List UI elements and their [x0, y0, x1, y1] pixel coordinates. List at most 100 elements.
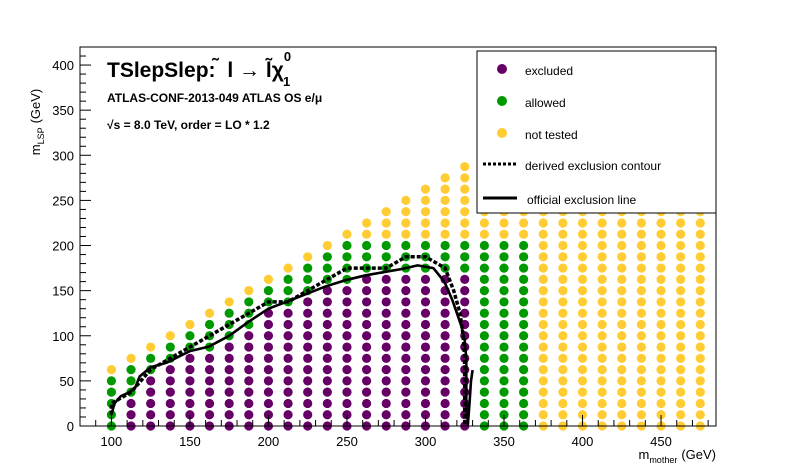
marker-not-tested	[636, 274, 647, 284]
marker-allowed	[499, 319, 509, 330]
marker-excluded	[224, 353, 234, 363]
marker-excluded	[381, 353, 391, 363]
marker-allowed	[499, 353, 509, 363]
marker-not-tested	[577, 286, 588, 296]
marker-excluded	[401, 308, 411, 318]
marker-not-tested	[538, 342, 548, 352]
marker-allowed	[361, 252, 372, 262]
marker-not-tested	[656, 229, 666, 239]
marker-not-tested	[538, 263, 548, 273]
marker-not-tested	[558, 319, 568, 330]
marker-not-tested	[538, 286, 548, 296]
marker-not-tested	[695, 218, 705, 228]
marker-not-tested	[636, 286, 647, 296]
marker-allowed	[244, 297, 254, 307]
marker-not-tested	[676, 297, 686, 307]
marker-not-tested	[617, 240, 627, 251]
marker-not-tested	[577, 263, 588, 273]
marker-not-tested	[283, 263, 293, 273]
marker-excluded	[283, 410, 293, 420]
marker-not-tested	[401, 229, 411, 239]
marker-allowed	[126, 365, 136, 375]
marker-not-tested	[361, 218, 372, 228]
marker-excluded	[204, 387, 215, 397]
marker-excluded	[440, 365, 450, 375]
marker-not-tested	[656, 218, 666, 228]
marker-not-tested	[656, 410, 666, 420]
marker-not-tested	[676, 229, 686, 239]
marker-not-tested	[656, 319, 666, 330]
marker-allowed	[499, 410, 509, 420]
legend-marker-allowed	[497, 96, 507, 106]
marker-excluded	[244, 365, 254, 375]
marker-allowed	[460, 263, 470, 273]
marker-excluded	[361, 308, 372, 318]
marker-not-tested	[656, 263, 666, 273]
marker-not-tested	[676, 286, 686, 296]
marker-not-tested	[695, 229, 705, 239]
marker-excluded	[244, 387, 254, 397]
marker-not-tested	[165, 331, 175, 341]
marker-excluded	[303, 398, 313, 409]
x-tick-label: 150	[179, 434, 201, 449]
marker-not-tested	[695, 274, 705, 284]
marker-not-tested	[676, 240, 686, 251]
marker-not-tested	[577, 218, 588, 228]
marker-excluded	[322, 331, 332, 341]
marker-not-tested	[106, 365, 117, 375]
marker-excluded	[263, 342, 274, 352]
marker-allowed	[381, 252, 391, 262]
marker-not-tested	[460, 173, 470, 183]
marker-not-tested	[636, 218, 647, 228]
marker-not-tested	[244, 286, 254, 296]
marker-allowed	[303, 263, 313, 273]
marker-excluded	[440, 331, 450, 341]
marker-not-tested	[597, 353, 607, 363]
x-axis-title-unit: (GeV)	[681, 447, 716, 462]
marker-not-tested	[381, 218, 391, 228]
marker-not-tested	[597, 365, 607, 375]
marker-not-tested	[577, 240, 588, 251]
marker-not-tested	[420, 195, 431, 206]
marker-excluded	[381, 319, 391, 330]
marker-not-tested	[558, 398, 568, 409]
marker-not-tested	[617, 218, 627, 228]
plot-title-sup: 0	[284, 49, 291, 64]
marker-excluded	[361, 274, 372, 284]
marker-not-tested	[636, 365, 647, 375]
marker-excluded	[381, 410, 391, 420]
marker-not-tested	[558, 218, 568, 228]
marker-excluded	[185, 410, 195, 420]
marker-not-tested	[538, 240, 548, 251]
x-tick-label: 250	[336, 434, 358, 449]
marker-not-tested	[577, 252, 588, 262]
marker-excluded	[263, 365, 274, 375]
marker-not-tested	[401, 218, 411, 228]
x-tick-label: 100	[101, 434, 123, 449]
marker-allowed	[440, 240, 450, 251]
marker-allowed	[519, 365, 529, 375]
marker-not-tested	[420, 184, 431, 194]
marker-excluded	[420, 319, 431, 330]
marker-not-tested	[479, 229, 489, 239]
marker-allowed	[499, 376, 509, 386]
marker-excluded	[322, 410, 332, 420]
marker-not-tested	[460, 229, 470, 239]
marker-excluded	[401, 365, 411, 375]
plot-title-sub: 1	[283, 74, 290, 89]
marker-not-tested	[636, 319, 647, 330]
marker-excluded	[283, 353, 293, 363]
marker-not-tested	[676, 319, 686, 330]
marker-not-tested	[538, 319, 548, 330]
marker-not-tested	[499, 218, 509, 228]
marker-excluded	[342, 398, 352, 409]
marker-excluded	[146, 376, 156, 386]
marker-excluded	[342, 342, 352, 352]
marker-excluded	[244, 398, 254, 409]
marker-excluded	[361, 398, 372, 409]
marker-allowed	[499, 342, 509, 352]
marker-allowed	[499, 274, 509, 284]
marker-not-tested	[656, 365, 666, 375]
marker-excluded	[361, 353, 372, 363]
